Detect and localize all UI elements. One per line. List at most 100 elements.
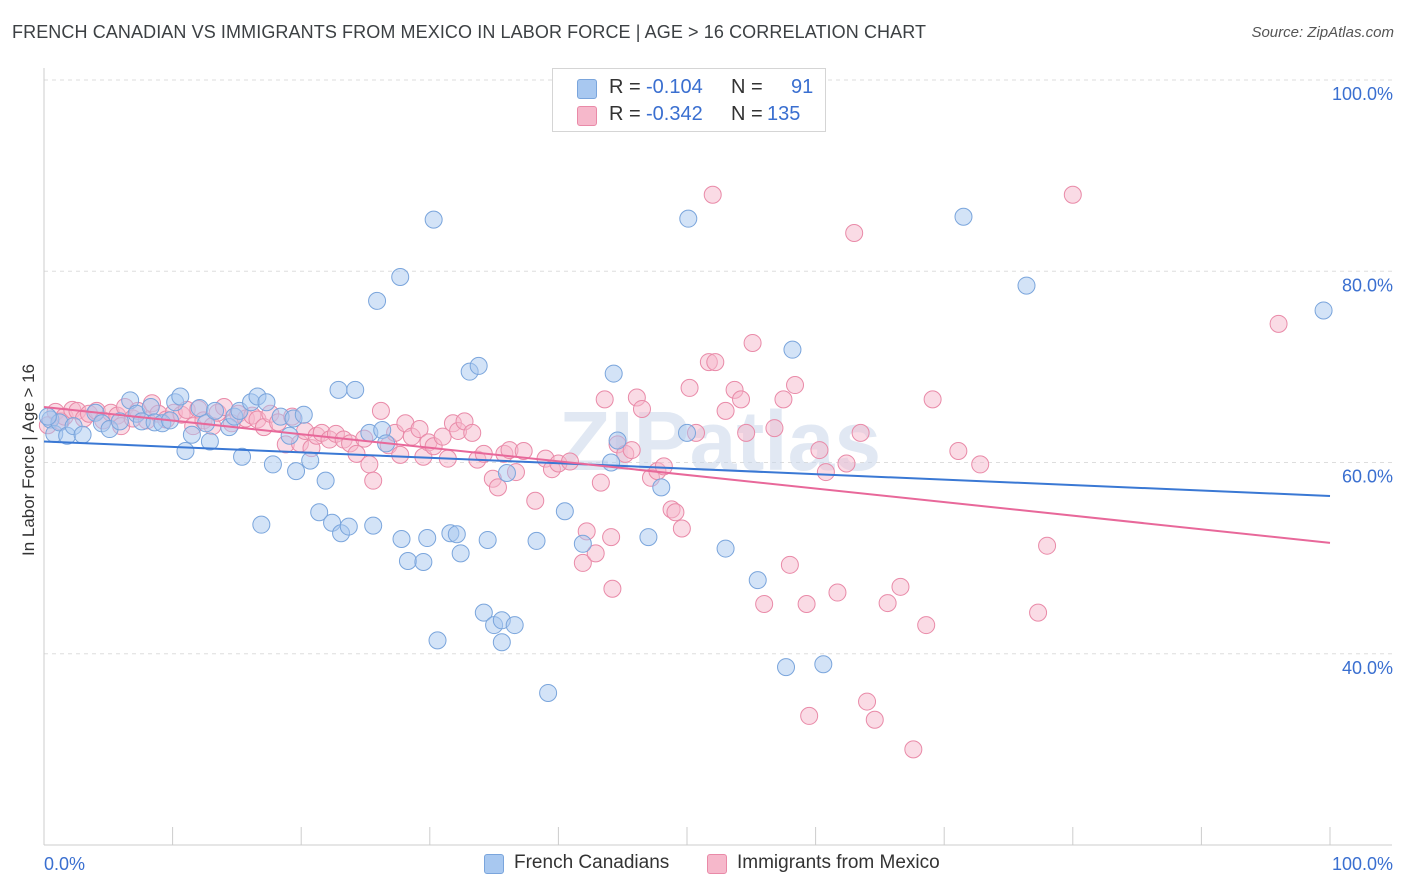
legend-r-label: R =	[609, 103, 641, 125]
data-point-immigrants-from-mexico	[632, 399, 651, 418]
data-point-immigrants-from-mexico	[786, 376, 805, 395]
data-point-french-canadians	[451, 544, 470, 563]
data-point-immigrants-from-mexico	[755, 595, 774, 614]
data-point-french-canadians	[678, 423, 696, 442]
data-point-french-canadians	[414, 552, 433, 571]
data-point-french-canadians	[368, 291, 387, 310]
chart-title: FRENCH CANADIAN VS IMMIGRANTS FROM MEXIC…	[12, 22, 927, 42]
data-point-french-canadians	[339, 517, 358, 536]
data-point-immigrants-from-mexico	[573, 553, 592, 572]
legend-r-value: -0.342	[646, 103, 703, 125]
y-tick-label: 40.0%	[1342, 658, 1393, 678]
data-point-french-canadians	[171, 387, 190, 406]
data-point-french-canadians	[814, 655, 833, 674]
data-point-french-canadians	[398, 551, 417, 570]
data-point-french-canadians	[469, 356, 488, 375]
data-point-immigrants-from-mexico	[923, 390, 942, 409]
data-point-french-canadians	[233, 447, 252, 466]
legend-row-french-canadians: R = -0.104 N = 91	[553, 74, 825, 100]
data-point-french-canadians	[783, 340, 802, 359]
legend-swatch-pink	[577, 106, 597, 126]
data-point-immigrants-from-mexico	[780, 555, 799, 574]
data-point-french-canadians	[478, 530, 497, 549]
data-point-french-canadians	[1314, 301, 1333, 320]
data-point-immigrants-from-mexico	[732, 390, 751, 409]
data-point-immigrants-from-mexico	[865, 710, 884, 729]
legend-row-immigrants-from-mexico: R = -0.342 N = 135	[553, 101, 825, 127]
data-point-immigrants-from-mexico	[603, 579, 622, 598]
legend-r-label: R =	[609, 76, 641, 98]
data-point-immigrants-from-mexico	[716, 401, 735, 420]
data-point-immigrants-from-mexico	[654, 457, 673, 476]
data-point-immigrants-from-mexico	[816, 463, 835, 482]
data-point-french-canadians	[428, 631, 447, 650]
data-point-french-canadians	[392, 530, 411, 548]
data-point-french-canadians	[608, 431, 627, 450]
data-point-immigrants-from-mexico	[591, 473, 610, 492]
data-point-french-canadians	[555, 502, 574, 521]
data-point-french-canadians	[748, 571, 767, 590]
data-point-immigrants-from-mexico	[364, 471, 383, 490]
data-point-french-canadians	[364, 516, 383, 535]
data-point-immigrants-from-mexico	[851, 423, 870, 442]
data-point-immigrants-from-mexico	[488, 478, 507, 497]
stats-legend: R = -0.104 N = 91 R = -0.342 N = 135	[552, 68, 826, 132]
data-point-french-canadians	[263, 455, 282, 474]
legend-n-value: 135	[767, 103, 801, 125]
data-point-french-canadians	[474, 603, 493, 622]
y-tick-label: 60.0%	[1342, 467, 1393, 487]
data-point-immigrants-from-mexico	[891, 577, 910, 596]
legend-n-label: N =	[731, 76, 763, 98]
data-point-immigrants-from-mexico	[703, 185, 722, 204]
data-point-french-canadians	[447, 525, 466, 544]
data-point-immigrants-from-mexico	[797, 595, 816, 614]
data-point-immigrants-from-mexico	[971, 455, 990, 474]
data-point-immigrants-from-mexico	[391, 445, 410, 464]
data-point-immigrants-from-mexico	[1029, 603, 1048, 622]
data-point-immigrants-from-mexico	[774, 390, 793, 409]
axes	[43, 68, 1392, 846]
data-point-french-canadians	[527, 531, 546, 550]
data-point-immigrants-from-mexico	[526, 491, 545, 510]
data-point-immigrants-from-mexico	[595, 390, 614, 409]
data-point-immigrants-from-mexico	[666, 503, 685, 522]
data-point-immigrants-from-mexico	[878, 594, 897, 613]
data-point-french-canadians	[252, 515, 271, 534]
data-point-immigrants-from-mexico	[371, 401, 390, 420]
data-point-french-canadians	[190, 398, 209, 417]
y-tick-label: 100.0%	[1332, 84, 1393, 104]
data-point-immigrants-from-mexico	[680, 378, 699, 397]
data-point-immigrants-from-mexico	[845, 224, 864, 242]
legend-n-value: 91	[791, 76, 814, 98]
data-point-french-canadians	[573, 534, 592, 553]
data-point-immigrants-from-mexico	[837, 454, 856, 473]
trend-lines	[43, 406, 1331, 544]
y-tick-labels: 40.0% 60.0% 80.0% 100.0%	[1332, 84, 1393, 678]
data-point-french-canadians	[346, 380, 365, 399]
data-point-french-canadians	[38, 407, 57, 426]
data-point-french-canadians	[200, 432, 219, 451]
x-tick-labels: 0.0% 100.0%	[44, 854, 1393, 874]
data-point-french-canadians	[639, 528, 658, 547]
data-point-immigrants-from-mexico	[765, 419, 784, 438]
x-tick-label: 0.0%	[44, 854, 85, 874]
data-point-immigrants-from-mexico	[949, 442, 968, 461]
data-point-immigrants-from-mexico	[1038, 536, 1057, 555]
data-point-french-canadians	[418, 529, 437, 548]
bottom-legend-swatch-blue	[484, 854, 504, 874]
data-point-french-canadians	[604, 364, 623, 383]
data-point-french-canadians	[110, 412, 129, 431]
data-point-immigrants-from-mexico	[737, 423, 756, 442]
data-point-immigrants-from-mexico	[602, 528, 621, 547]
data-point-immigrants-from-mexico	[672, 519, 691, 538]
data-point-french-canadians	[176, 442, 195, 461]
data-point-french-canadians	[539, 683, 558, 702]
legend-r-value: -0.104	[646, 76, 703, 98]
data-point-french-canadians	[1017, 276, 1036, 295]
data-point-french-canadians	[301, 451, 320, 470]
data-point-french-canadians	[141, 398, 160, 417]
data-point-french-canadians	[287, 462, 306, 481]
data-point-immigrants-from-mexico	[706, 353, 725, 372]
data-point-french-canadians	[310, 503, 329, 522]
